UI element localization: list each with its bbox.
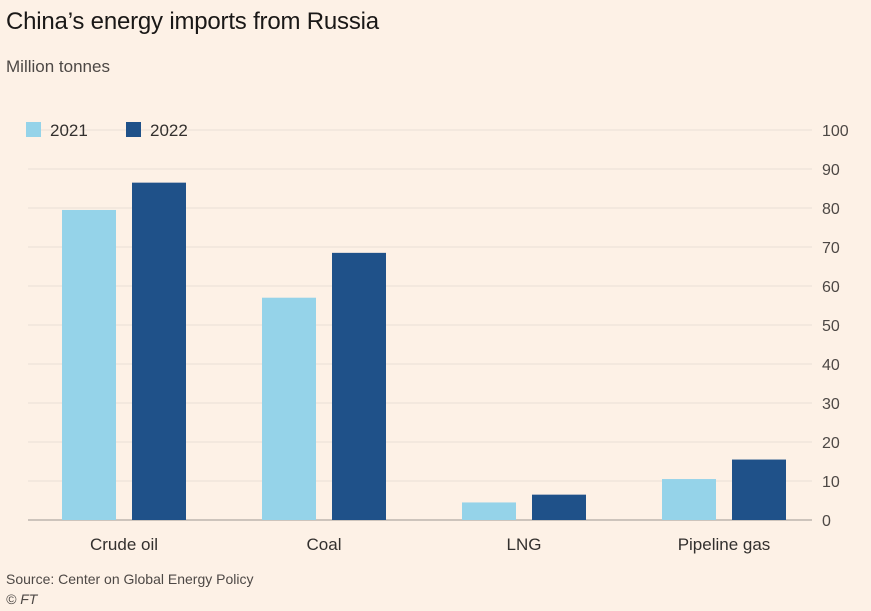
- source-note: Source: Center on Global Energy Policy: [6, 571, 254, 587]
- bar-crude-oil-2022: [132, 182, 186, 520]
- x-category-label: Crude oil: [90, 535, 158, 554]
- y-tick-label: 10: [822, 474, 840, 491]
- chart-subtitle: Million tonnes: [6, 57, 110, 76]
- ft-credit: © FT: [6, 591, 38, 607]
- y-tick-label: 90: [822, 162, 840, 179]
- y-tick-label: 50: [822, 318, 840, 335]
- bar-lng-2021: [462, 502, 516, 520]
- bar-pipeline-gas-2022: [732, 459, 786, 520]
- bar-crude-oil-2021: [62, 209, 116, 520]
- legend-label-2022: 2022: [150, 121, 188, 140]
- legend-label-2021: 2021: [50, 121, 88, 140]
- bar-pipeline-gas-2021: [662, 479, 716, 520]
- y-axis-ticks: 0 10 20 30 40 50 60 70 80 90 100: [822, 123, 849, 530]
- legend-swatch-2021: [26, 122, 41, 137]
- bar-coal-2021: [262, 297, 316, 520]
- y-tick-label: 70: [822, 240, 840, 257]
- x-category-label: LNG: [507, 535, 542, 554]
- bar-lng-2022: [532, 494, 586, 520]
- y-tick-label: 30: [822, 396, 840, 413]
- chart-title: China’s energy imports from Russia: [6, 8, 379, 35]
- y-tick-label: 80: [822, 201, 840, 218]
- y-tick-label: 40: [822, 357, 840, 374]
- y-tick-label: 20: [822, 435, 840, 452]
- x-category-label: Coal: [307, 535, 342, 554]
- y-tick-label: 60: [822, 279, 840, 296]
- bars: [62, 182, 786, 520]
- legend-swatch-2022: [126, 122, 141, 137]
- x-category-label: Pipeline gas: [678, 535, 771, 554]
- x-axis-categories: Crude oil Coal LNG Pipeline gas: [90, 535, 770, 554]
- bar-coal-2022: [332, 252, 386, 520]
- y-tick-label: 100: [822, 123, 849, 140]
- y-tick-label: 0: [822, 513, 831, 530]
- legend: 2021 2022: [26, 121, 188, 140]
